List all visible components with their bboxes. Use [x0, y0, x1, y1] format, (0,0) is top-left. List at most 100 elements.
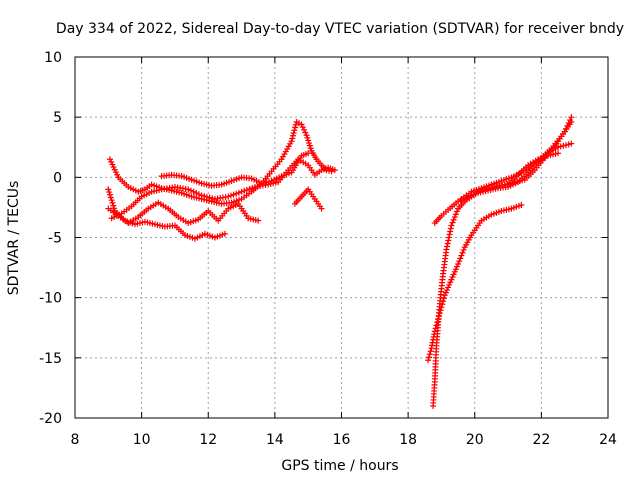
- y-axis-label: SDTVAR / TECUs: [6, 181, 22, 296]
- data-point: [555, 144, 562, 151]
- series-track-9: [431, 140, 575, 227]
- data-point: [445, 284, 452, 291]
- data-point: [447, 225, 454, 232]
- data-point: [233, 190, 240, 197]
- data-point: [458, 252, 465, 259]
- data-point: [460, 246, 467, 253]
- data-point: [303, 132, 310, 139]
- data-point: [246, 185, 253, 192]
- data-point: [288, 138, 295, 145]
- data-point: [449, 274, 456, 281]
- data-point: [292, 121, 299, 128]
- data-point: [235, 189, 242, 196]
- data-point: [193, 189, 200, 196]
- data-point: [453, 263, 460, 270]
- data-point: [305, 150, 312, 157]
- data-point: [249, 184, 256, 191]
- data-point: [446, 231, 453, 238]
- data-point: [442, 289, 449, 296]
- data-point: [444, 243, 451, 250]
- x-axis-label: GPS time / hours: [281, 458, 398, 474]
- data-point: [106, 191, 113, 198]
- data-point: [255, 217, 262, 224]
- data-point: [557, 143, 564, 150]
- series-track-4: [108, 156, 338, 222]
- data-point: [447, 228, 454, 235]
- data-point: [209, 195, 216, 202]
- data-point: [427, 348, 434, 355]
- data-point: [108, 197, 115, 204]
- data-point: [187, 187, 194, 194]
- data-point: [225, 193, 232, 200]
- data-point: [241, 187, 248, 194]
- data-point: [565, 141, 572, 148]
- data-point: [568, 118, 575, 125]
- data-point: [318, 205, 325, 212]
- data-point: [304, 134, 311, 141]
- data-point: [331, 167, 338, 174]
- data-point: [456, 258, 463, 265]
- data-point: [441, 292, 448, 299]
- x-tick-label: 24: [599, 432, 617, 448]
- data-point: [425, 357, 432, 364]
- data-point: [107, 194, 114, 201]
- y-tick-label: 0: [53, 170, 62, 186]
- data-point: [291, 127, 298, 134]
- data-point: [443, 246, 450, 253]
- data-point: [455, 260, 462, 267]
- y-tick-label: -15: [39, 351, 62, 367]
- y-tick-label: 5: [53, 110, 62, 126]
- data-point: [450, 216, 457, 223]
- x-tick-label: 14: [266, 432, 284, 448]
- tick-layer: 8 10 12 14 16 18 20 22 24 -20 -15 -10 -5 0 5 10: [39, 50, 617, 448]
- data-point: [306, 140, 313, 147]
- data-point: [457, 255, 464, 262]
- data-point: [453, 208, 460, 215]
- data-point: [563, 142, 570, 149]
- data-point: [440, 295, 447, 302]
- data-point: [305, 137, 312, 144]
- data-point: [448, 276, 455, 283]
- data-point: [560, 142, 567, 149]
- data-point: [440, 298, 447, 305]
- data-point: [290, 129, 297, 136]
- data-point: [289, 135, 296, 142]
- data-point: [451, 268, 458, 275]
- data-point: [106, 189, 113, 196]
- data-point: [206, 194, 213, 201]
- data-point: [445, 237, 452, 244]
- data-point: [450, 271, 457, 278]
- series-track-11: [505, 150, 562, 188]
- data-point: [111, 205, 118, 212]
- series-track-6: [291, 186, 325, 212]
- data-point: [299, 124, 306, 131]
- data-point: [445, 234, 452, 241]
- data-point: [447, 279, 454, 286]
- data-point: [301, 126, 308, 133]
- data-point: [443, 287, 450, 294]
- y-tick-label: -5: [48, 231, 62, 247]
- y-tick-label: 10: [44, 50, 62, 66]
- x-tick-label: 18: [399, 432, 417, 448]
- data-point: [568, 140, 575, 147]
- x-tick-label: 12: [199, 432, 217, 448]
- chart-title: Day 334 of 2022, Sidereal Day-to-day VTE…: [56, 21, 624, 37]
- data-point: [230, 191, 237, 198]
- data-point: [451, 214, 458, 221]
- data-point: [110, 202, 117, 209]
- data-layer: [105, 114, 575, 409]
- data-point: [518, 202, 525, 209]
- data-point: [243, 186, 250, 193]
- data-point: [292, 124, 299, 131]
- series-track-5: [158, 150, 312, 189]
- data-point: [203, 193, 210, 200]
- data-point: [190, 188, 197, 195]
- data-point: [446, 281, 453, 288]
- data-point: [105, 186, 112, 193]
- data-point: [448, 222, 455, 229]
- x-tick-label: 16: [333, 432, 351, 448]
- data-point: [298, 121, 305, 128]
- data-point: [302, 129, 309, 136]
